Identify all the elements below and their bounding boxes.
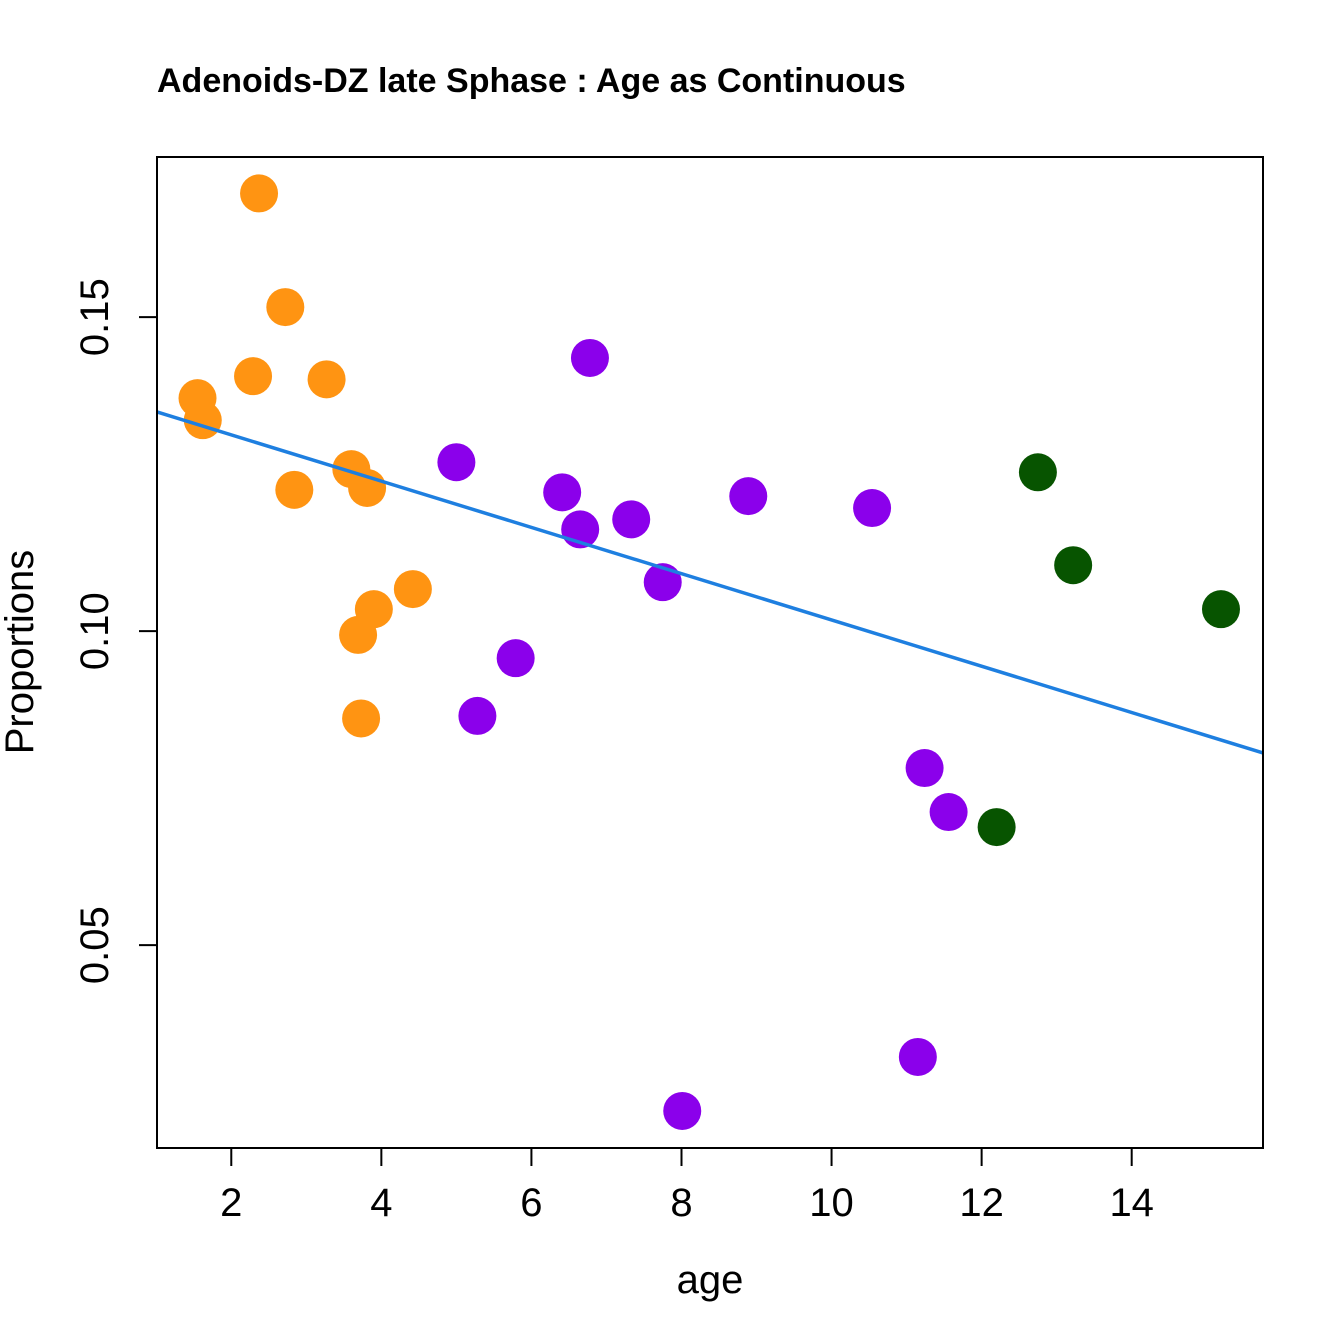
chart-title: Adenoids-DZ late Sphase : Age as Continu… xyxy=(157,62,906,100)
data-point-middle xyxy=(543,473,582,512)
data-point-young xyxy=(348,468,387,507)
data-point-young xyxy=(307,360,346,399)
data-point-middle xyxy=(929,793,968,832)
data-point-middle xyxy=(570,338,609,377)
data-point-middle xyxy=(458,696,497,735)
data-point-old xyxy=(977,808,1016,847)
data-point-young xyxy=(275,470,314,509)
data-point-young xyxy=(240,174,279,213)
data-point-old xyxy=(1201,590,1240,629)
data-point-young xyxy=(234,357,273,396)
y-tick-label: 0.10 xyxy=(73,592,117,670)
data-point-middle xyxy=(663,1091,702,1130)
y-tick-label: 0.05 xyxy=(73,906,117,984)
data-point-middle xyxy=(496,639,535,678)
data-point-middle xyxy=(612,500,651,539)
x-tick-label: 12 xyxy=(959,1181,1004,1225)
data-point-middle xyxy=(905,749,944,788)
data-point-young xyxy=(342,699,381,738)
data-point-young xyxy=(183,401,222,440)
y-tick-label: 0.15 xyxy=(73,278,117,356)
data-point-young xyxy=(339,615,378,654)
regression-line xyxy=(156,410,1264,755)
data-point-old xyxy=(1054,546,1093,585)
data-point-middle xyxy=(437,443,476,482)
data-point-middle xyxy=(643,563,682,602)
x-tick-label: 4 xyxy=(370,1181,392,1225)
x-tick-label: 2 xyxy=(220,1181,242,1225)
plot-frame xyxy=(156,156,1264,1149)
x-tick-label: 10 xyxy=(809,1181,854,1225)
data-point-young xyxy=(266,288,305,327)
y-axis: 0.05 0.10 0.15 xyxy=(73,278,158,984)
data-point-old xyxy=(1018,453,1057,492)
y-axis-label: Proportions xyxy=(0,550,42,755)
x-tick-label: 6 xyxy=(520,1181,542,1225)
data-point-young xyxy=(393,570,432,609)
data-point-middle xyxy=(729,477,768,516)
x-axis-label: age xyxy=(677,1258,744,1302)
x-tick-label: 14 xyxy=(1109,1181,1154,1225)
data-point-middle xyxy=(898,1037,937,1076)
x-axis: 2 4 6 8 10 12 14 xyxy=(220,1147,1154,1225)
plot-marks xyxy=(156,174,1264,1130)
x-tick-label: 8 xyxy=(670,1181,692,1225)
data-point-middle xyxy=(853,489,892,528)
